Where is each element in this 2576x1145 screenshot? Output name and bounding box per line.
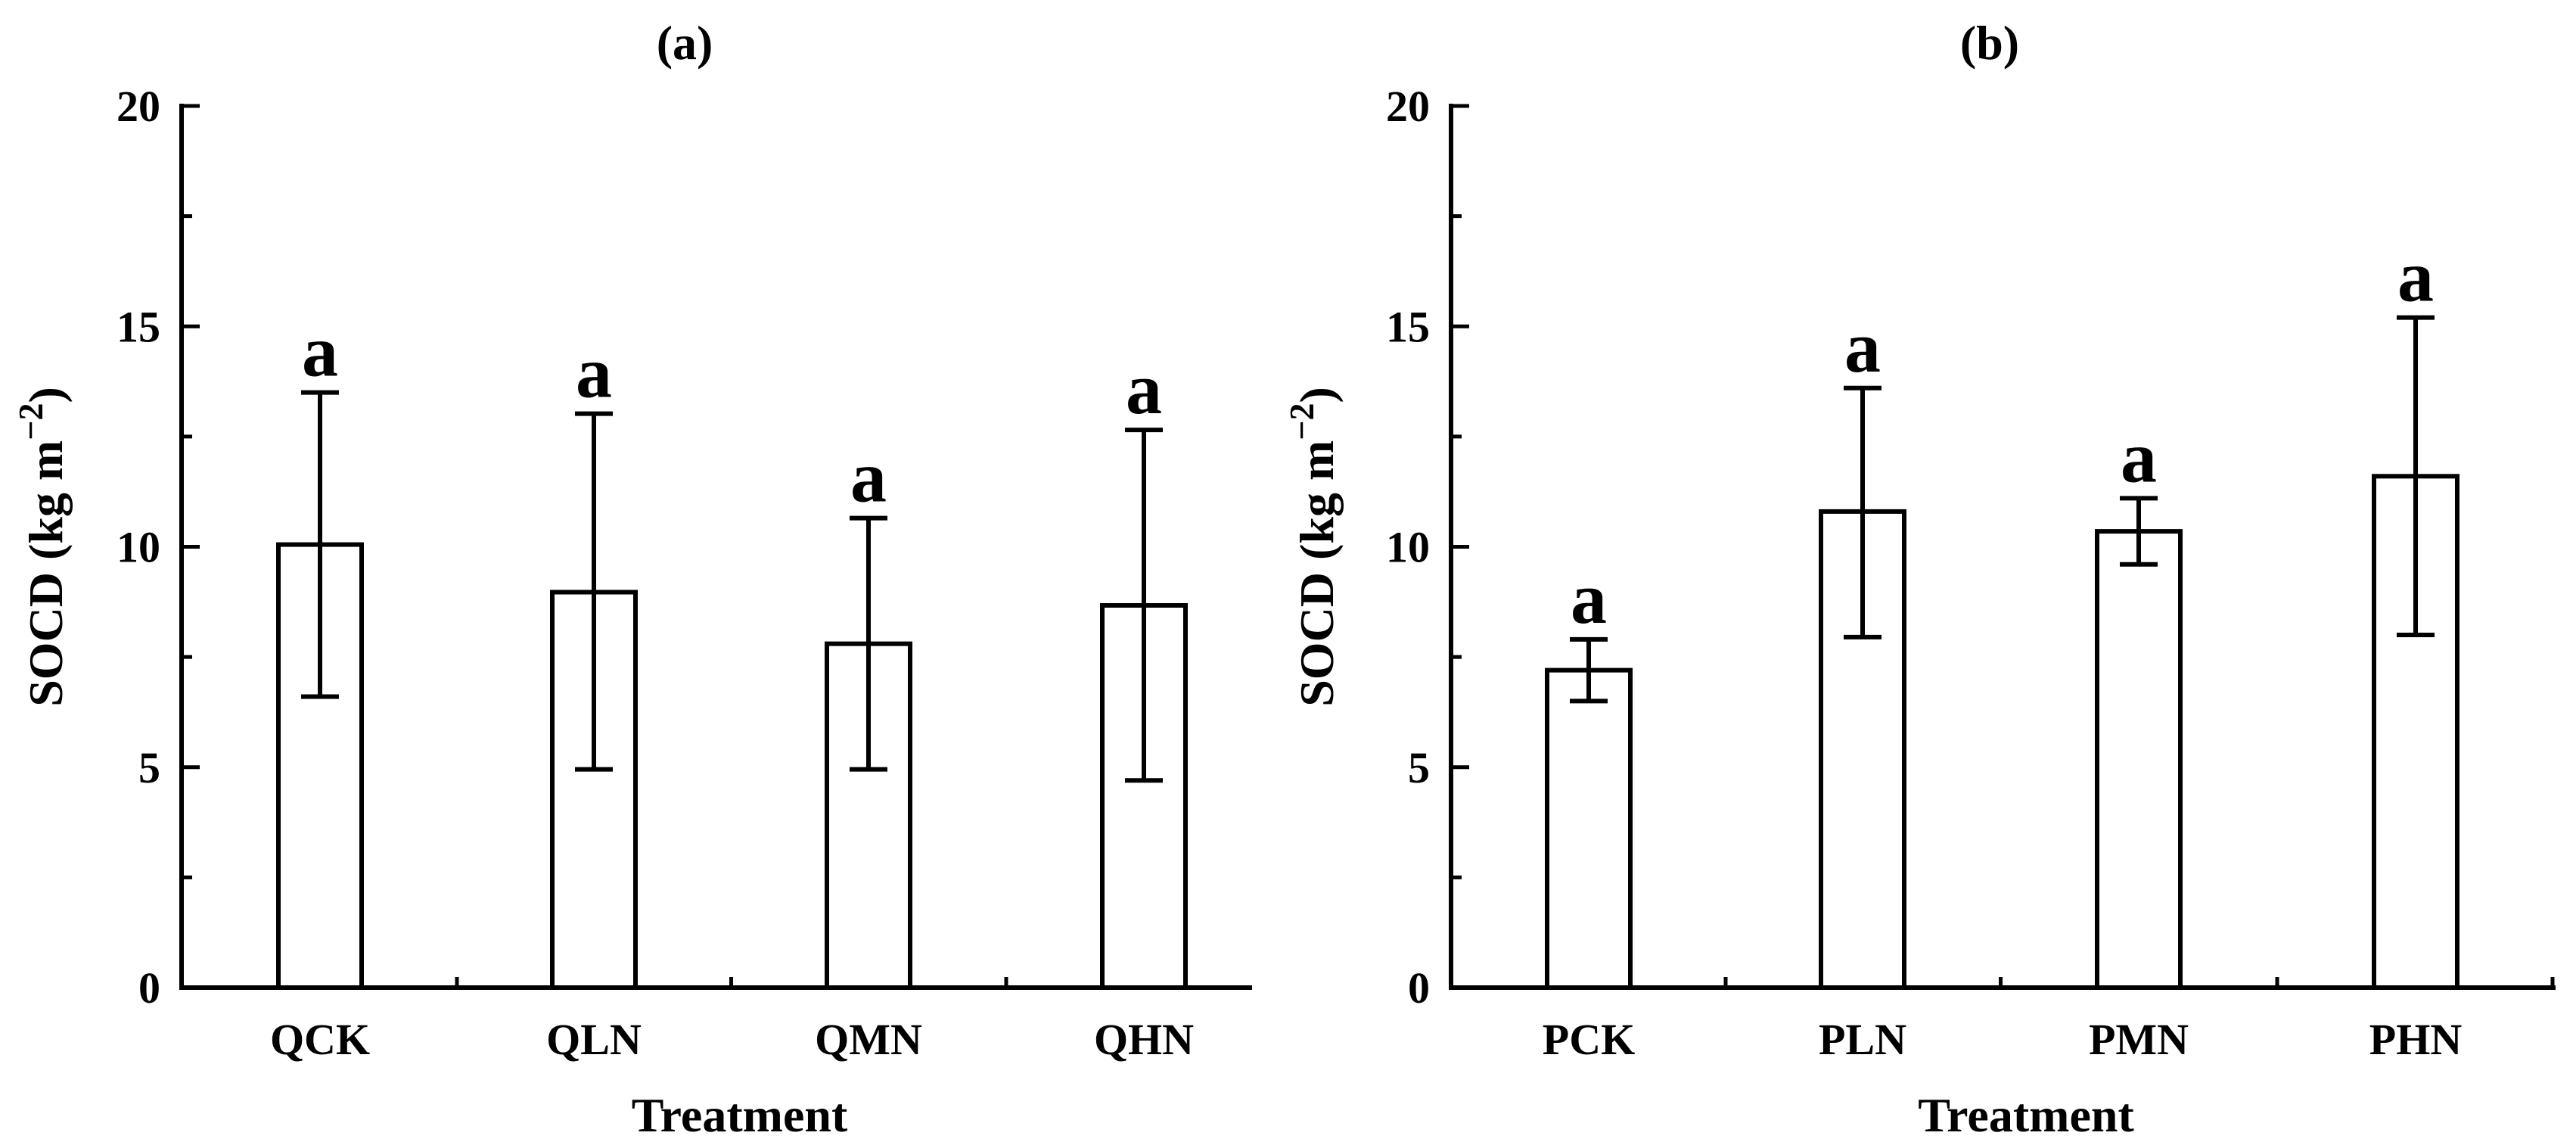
y-tick-label: 10 <box>117 523 160 572</box>
bar <box>2095 529 2183 990</box>
y-tick-label: 5 <box>138 743 160 792</box>
x-axis-title: Treatment <box>1918 1088 2134 1142</box>
x-tick-label: PHN <box>2369 1015 2463 1064</box>
significance-label: a <box>2121 416 2157 497</box>
panel-title: (a) <box>657 16 713 70</box>
significance-label: a <box>576 332 612 413</box>
y-axis-title: SOCD (kg m−2) <box>1282 387 1344 707</box>
y-tick-label: 10 <box>1386 523 1430 572</box>
y-tick-label: 15 <box>117 302 160 351</box>
significance-label: a <box>1844 306 1881 387</box>
chart-panel-b: (b) 0 5 10 15 20 a PCK a PLN a PMN a PHN Treatment SOCD… <box>1282 16 2556 1142</box>
y-axis-title-superscript: −2 <box>11 403 50 440</box>
chart-panel-a: (a) 0 5 10 15 20 a QCK a QLN a QMN a QHN Treatment SOCD… <box>11 16 1252 1142</box>
significance-label: a <box>850 437 887 518</box>
significance-label: a <box>1571 558 1607 639</box>
y-axis-title-close: ) <box>1290 387 1344 403</box>
y-tick-label: 5 <box>1408 743 1430 792</box>
y-axis-title-main: SOCD (kg m <box>1290 440 1344 707</box>
y-axis-title-superscript: −2 <box>1282 403 1321 440</box>
y-tick-label: 0 <box>138 963 160 1013</box>
x-tick-label: QLN <box>546 1015 642 1064</box>
x-tick-label: QMN <box>815 1015 922 1064</box>
x-tick-label: QHN <box>1094 1015 1194 1064</box>
panel-title: (b) <box>1960 16 2019 70</box>
bar <box>276 542 364 990</box>
y-axis-title-close: ) <box>19 387 73 403</box>
y-tick-label: 0 <box>1408 963 1430 1013</box>
x-axis-title: Treatment <box>632 1088 848 1142</box>
x-tick-label: QCK <box>270 1015 370 1064</box>
x-tick-label: PLN <box>1819 1015 1906 1064</box>
significance-label: a <box>1126 348 1162 429</box>
y-axis-title-main: SOCD (kg m <box>19 440 73 707</box>
y-tick-label: 20 <box>1386 82 1430 131</box>
significance-label: a <box>302 311 338 392</box>
y-tick-label: 15 <box>1386 302 1430 351</box>
significance-label: a <box>2397 236 2434 317</box>
x-tick-label: PMN <box>2089 1015 2189 1064</box>
bar <box>1545 667 1633 990</box>
y-axis-title: SOCD (kg m−2) <box>11 387 73 707</box>
y-tick-label: 20 <box>117 82 160 131</box>
x-tick-label: PCK <box>1543 1015 1635 1064</box>
bar <box>550 590 638 990</box>
